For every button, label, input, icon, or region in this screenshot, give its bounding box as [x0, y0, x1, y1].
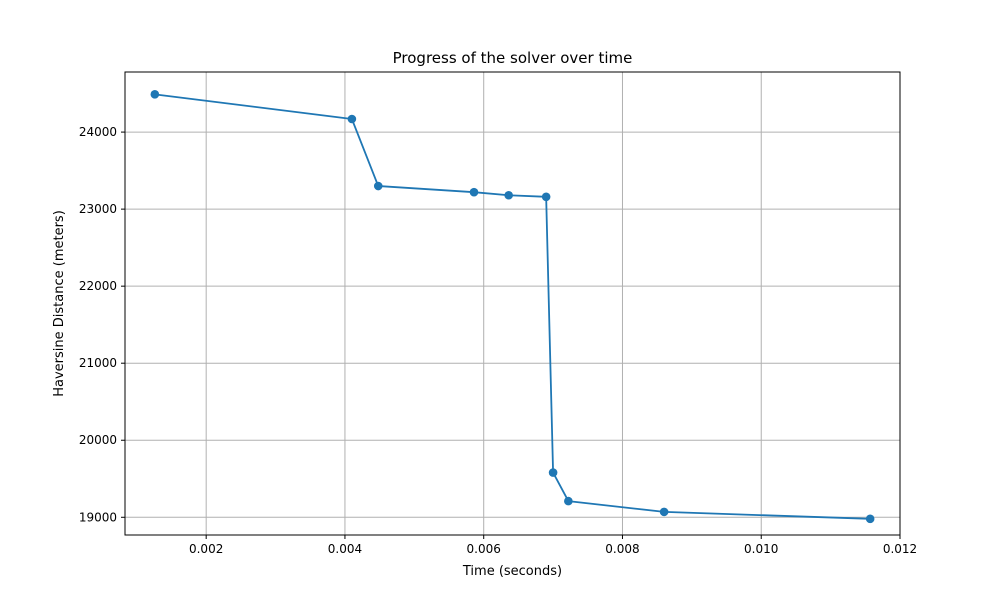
data-point — [348, 115, 357, 124]
y-tick-label: 20000 — [79, 433, 117, 447]
x-tick-label: 0.008 — [605, 542, 639, 556]
x-tick-label: 0.006 — [467, 542, 501, 556]
data-point — [866, 515, 875, 524]
data-point — [374, 182, 383, 191]
x-tick-label: 0.002 — [189, 542, 223, 556]
data-point — [542, 193, 551, 202]
data-point — [564, 497, 573, 506]
x-tick-label: 0.012 — [883, 542, 917, 556]
data-point — [151, 90, 160, 99]
y-tick-label: 24000 — [79, 125, 117, 139]
x-axis-label: Time (seconds) — [462, 564, 562, 579]
chart-title: Progress of the solver over time — [393, 49, 633, 67]
data-point — [660, 508, 669, 517]
data-point — [549, 468, 558, 477]
y-tick-label: 21000 — [79, 356, 117, 370]
y-tick-label: 22000 — [79, 279, 117, 293]
x-tick-label: 0.004 — [328, 542, 362, 556]
y-axis-label: Haversine Distance (meters) — [52, 210, 67, 397]
data-point — [470, 188, 479, 197]
y-tick-label: 19000 — [79, 510, 117, 524]
x-tick-label: 0.010 — [744, 542, 778, 556]
y-tick-label: 23000 — [79, 202, 117, 216]
data-point — [504, 191, 513, 200]
